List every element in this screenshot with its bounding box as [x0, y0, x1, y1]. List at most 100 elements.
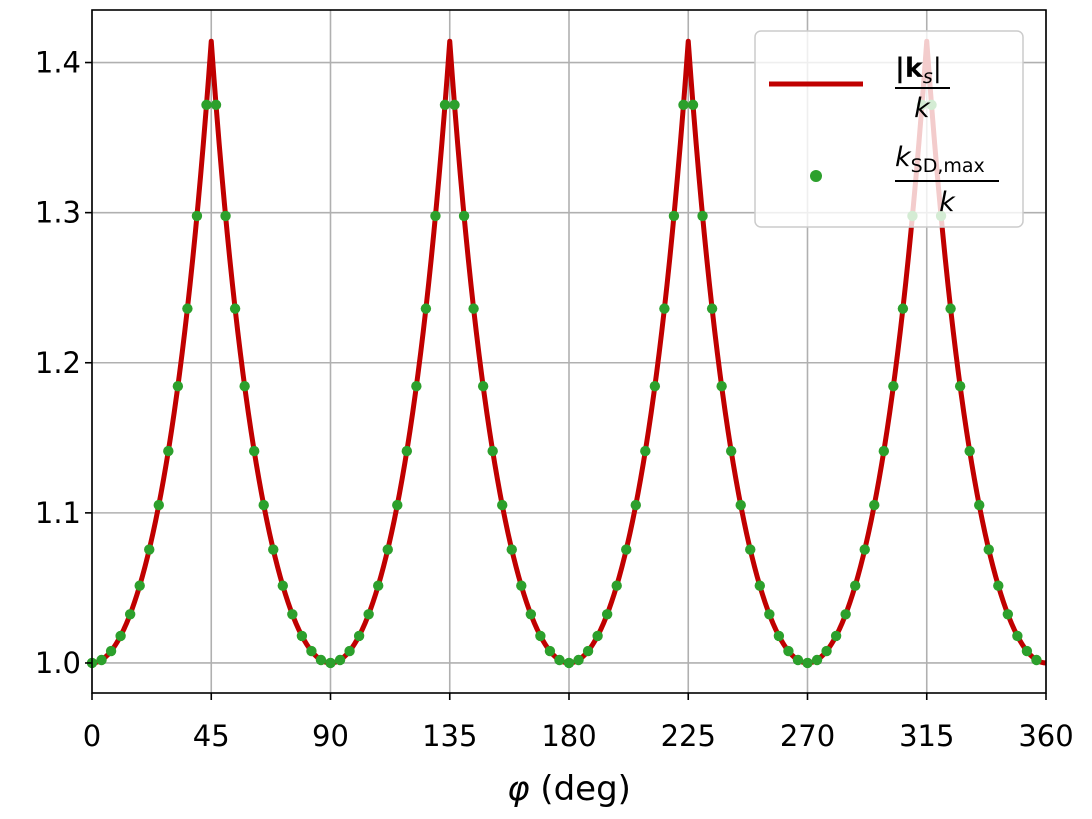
scatter-point [115, 630, 126, 642]
scatter-point [163, 445, 174, 457]
y-tick-label: 1.3 [35, 196, 81, 230]
scatter-point [840, 609, 851, 620]
scatter-point [430, 210, 441, 222]
scatter-point [678, 99, 689, 111]
scatter-point [964, 445, 975, 457]
legend-label-ks-sub: s [923, 66, 933, 88]
legend-label-ks-close: | [933, 53, 942, 84]
scatter-point [764, 609, 775, 620]
legend-entry-ksd-max-over-k: kSD,max k [895, 142, 999, 218]
scatter-point [783, 645, 794, 657]
scatter-point [172, 381, 184, 392]
scatter-point [544, 645, 556, 657]
scatter-point [773, 630, 785, 642]
scatter-point [850, 580, 861, 591]
scatter-point [754, 580, 765, 591]
scatter-point [668, 210, 680, 222]
svg-text:kSD,max: kSD,max [895, 142, 985, 177]
scatter-point [554, 654, 565, 666]
scatter-point [506, 544, 517, 555]
scatter-point [220, 210, 231, 222]
y-tick-label: 1.0 [35, 646, 81, 680]
scatter-point [449, 99, 460, 111]
scatter-point [630, 499, 641, 511]
scatter-point [640, 445, 651, 457]
scatter-point [477, 381, 489, 392]
series-scatter-ksd-max-over-k [86, 99, 1042, 669]
scatter-point [573, 654, 584, 666]
x-axis-ticks: 0 45 90 135 180 225 270 315 360 [83, 693, 1074, 753]
scatter-point [306, 645, 317, 657]
scatter-point [363, 609, 374, 620]
scatter-point [105, 645, 117, 657]
scatter-point [258, 499, 269, 511]
scatter-point [191, 210, 203, 222]
scatter-point [725, 445, 737, 457]
scatter-point [983, 544, 994, 555]
scatter-point [821, 645, 832, 657]
x-tick-label: 135 [422, 719, 477, 753]
plot-area [86, 38, 1047, 669]
scatter-point [611, 580, 622, 591]
scatter-point [869, 499, 880, 511]
scatter-point [735, 499, 746, 511]
scatter-point [344, 645, 355, 657]
scatter-point [535, 630, 546, 642]
x-axis-label: φ (deg) [507, 769, 631, 809]
scatter-point [525, 609, 537, 620]
scatter-point [392, 499, 403, 511]
scatter-point [592, 630, 603, 642]
scatter-point [401, 445, 413, 457]
scatter-point [659, 303, 670, 314]
scatter-point [745, 544, 756, 555]
scatter-point [888, 381, 899, 392]
scatter-point [325, 657, 336, 669]
scatter-point [859, 544, 870, 555]
scatter-point [287, 609, 298, 620]
legend-label-ksd-numerator: k [895, 142, 912, 173]
scatter-point [993, 580, 1004, 591]
scatter-point [811, 654, 823, 666]
scatter-point [468, 303, 479, 314]
y-tick-label: 1.4 [35, 46, 81, 80]
scatter-point [239, 381, 250, 392]
scatter-point [420, 303, 432, 314]
scatter-point [315, 654, 327, 666]
legend-label-ks-numerator: |k [895, 53, 924, 84]
y-axis-ticks: 1.0 1.1 1.2 1.3 1.4 [35, 46, 92, 680]
scatter-point [649, 381, 661, 392]
x-tick-label: 360 [1018, 719, 1073, 753]
scatter-point [878, 445, 890, 457]
x-axis-label-unit: (deg) [530, 769, 631, 809]
scatter-point [706, 303, 718, 314]
legend-label-ksd-sub: SD,max [911, 155, 985, 177]
scatter-point [802, 657, 813, 669]
x-axis-label-symbol: φ [507, 769, 530, 809]
x-tick-label: 45 [193, 719, 230, 753]
scatter-point [229, 303, 241, 314]
scatter-point [487, 445, 498, 457]
y-tick-label: 1.1 [35, 496, 81, 530]
scatter-point [601, 609, 613, 620]
scatter-point [268, 544, 279, 555]
scatter-point [248, 445, 260, 457]
legend-swatch-dot [810, 170, 822, 182]
scatter-point [792, 654, 804, 666]
scatter-point [716, 381, 727, 392]
scatter-point [458, 210, 470, 222]
scatter-point [563, 657, 575, 669]
scatter-point [974, 499, 985, 511]
scatter-point [210, 99, 222, 111]
legend-entry-ks-over-k: |ks| k [895, 53, 950, 124]
scatter-point [124, 609, 136, 620]
x-tick-label: 315 [899, 719, 954, 753]
scatter-point [1002, 609, 1014, 620]
scatter-point [697, 210, 708, 222]
scatter-point [830, 630, 842, 642]
scatter-point [334, 654, 346, 666]
x-tick-label: 90 [312, 719, 349, 753]
legend-label-ks-denominator: k [914, 93, 931, 124]
scatter-point [153, 499, 164, 511]
scatter-point [439, 99, 451, 111]
